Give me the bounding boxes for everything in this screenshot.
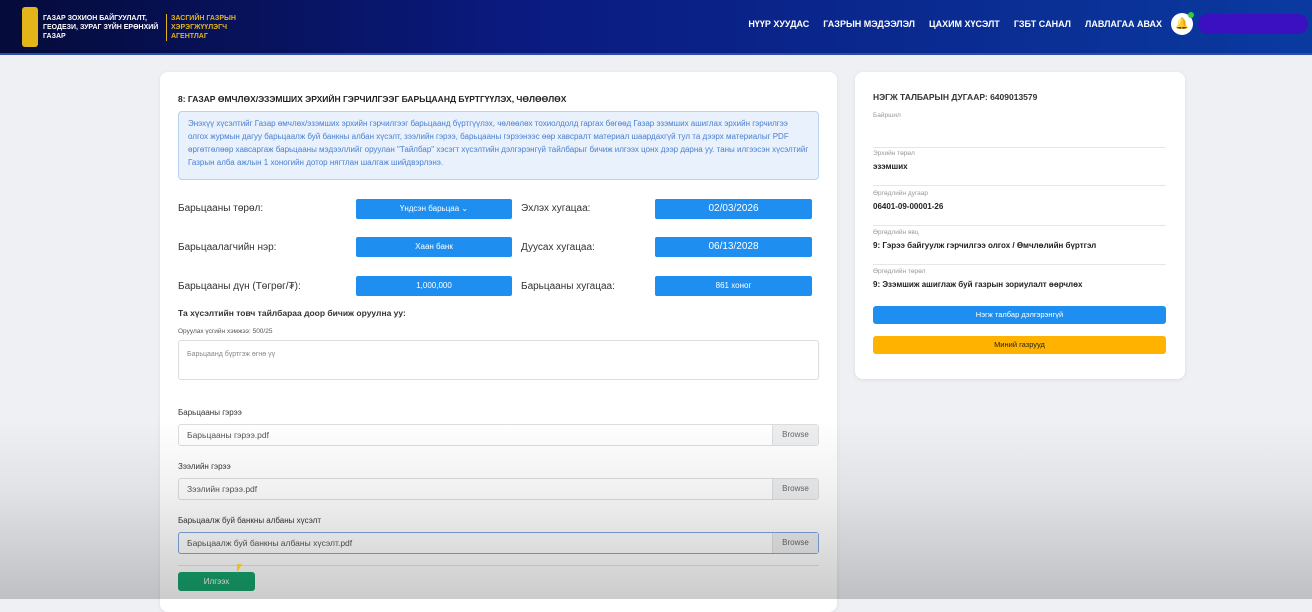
bell-icon[interactable]: 🔔 [1171, 12, 1194, 35]
file-label-loan-contract: Зээлийн гэрээ [178, 462, 231, 471]
field-right-type: Эрхийн төрөл эзэмших [873, 148, 1166, 186]
agency-name: ЗАСГИЙН ГАЗРЫН ХЭРЭГЖҮҮЛЭГЧ АГЕНТЛАГ [166, 13, 261, 41]
duration-value: 861 хоног [655, 276, 812, 296]
field-key: Байршил [873, 112, 901, 119]
org-name: ГАЗАР ЗОХИОН БАЙГУУЛАЛТ, ГЕОДЕЗИ, ЗУРАГ … [43, 14, 159, 40]
pledge-type-label: Барьцааны төрөл: [178, 203, 264, 214]
file-name: Барьцаалж буй банкны албаны хүсэлт.pdf [187, 538, 353, 548]
char-count: Оруулах үсгийн хэмжээ: 500/25 [178, 328, 273, 335]
pledgee-label: Барьцаалагчийн нэр: [178, 242, 277, 253]
nav-home[interactable]: НҮҮР ХУУДАС [748, 19, 810, 29]
user-menu[interactable] [1198, 14, 1308, 34]
nav-land-info[interactable]: ГАЗРЫН МЭДЭЭЛЭЛ [823, 19, 915, 29]
field-application-progress: Өргөдлийн явц 9: Гэрээ байгуулж гэрчилгээ… [873, 227, 1166, 265]
field-value: 9: Гэрээ байгуулж гэрчилгээ олгох / Өмчл… [873, 241, 1097, 250]
parcel-detail-button[interactable]: Нэгж талбар дэлгэрэнгүй [873, 306, 1166, 324]
parcel-number-title: НЭГЖ ТАЛБАРЫН ДУГААР: 6409013579 [873, 92, 1038, 102]
field-key: Эрхийн төрөл [873, 150, 915, 157]
notification-dot [1188, 12, 1194, 18]
file-input-bank-request[interactable]: Барьцаалж буй банкны албаны хүсэлт.pdf Br… [178, 532, 819, 554]
start-date-label: Эхлэх хугацаа: [521, 203, 591, 214]
amount-input[interactable]: 1,000,000 [356, 276, 512, 296]
pledgee-input[interactable]: Хаан банк [356, 237, 512, 257]
nav-reference[interactable]: ЛАВЛАГАА АВАХ [1085, 19, 1162, 29]
chevron-down-icon: ⌄ [461, 204, 469, 213]
field-key: Өргөдлийн дугаар [873, 190, 929, 197]
logo[interactable]: ГАЗАР ЗОХИОН БАЙГУУЛАЛТ, ГЕОДЕЗИ, ЗУРАГ … [22, 7, 261, 47]
description-heading: Та хүсэлтийн товч тайлбараа доор бичиж о… [178, 308, 406, 318]
main-nav: НҮҮР ХУУДАС ГАЗРЫН МЭДЭЭЛЭЛ ЦАХИМ ХҮСЭЛТ… [748, 19, 1162, 29]
duration-label: Барьцааны хугацаа: [521, 281, 615, 292]
pledge-type-select[interactable]: Үндсэн барьцаа ⌄ [356, 199, 512, 219]
browse-button[interactable]: Browse [772, 425, 818, 445]
file-name: Зээлийн гэрээ.pdf [187, 484, 258, 494]
file-input-pledge-contract[interactable]: Барьцааны гэрээ.pdf Browse [178, 424, 819, 446]
amount-label: Барьцааны дүн (Төгрөг/₮): [178, 281, 301, 292]
parcel-info-card: НЭГЖ ТАЛБАРЫН ДУГААР: 6409013579 Байршил… [855, 72, 1185, 379]
soyombo-emblem-icon [22, 7, 38, 47]
browse-button[interactable]: Browse [772, 479, 818, 499]
start-date-input[interactable]: 02/03/2026 [655, 199, 812, 219]
submit-button[interactable]: Илгээх [178, 572, 255, 591]
file-label-bank-request: Барьцаалж буй банкны албаны хүсэлт [178, 516, 321, 525]
description-textarea[interactable]: Барьцаанд бүртгэж өгнө үү [178, 340, 819, 380]
field-value: 9: Эзэмшиж ашиглаж буй газрын зориулалт … [873, 280, 1083, 289]
info-box: Энэхүү хүсэлтийг Газар өмчлөх/эзэмших эр… [178, 111, 819, 180]
mouse-cursor-icon [237, 564, 242, 573]
top-header: ГАЗАР ЗОХИОН БАЙГУУЛАЛТ, ГЕОДЕЗИ, ЗУРАГ … [0, 0, 1312, 55]
field-key: Өргөдлийн төрөл [873, 268, 926, 275]
field-key: Өргөдлийн явц [873, 229, 919, 236]
end-date-input[interactable]: 06/13/2028 [655, 237, 812, 257]
field-application-number: Өргөдлийн дугаар 06401-09-00001-26 [873, 188, 1166, 226]
field-value: 06401-09-00001-26 [873, 202, 944, 211]
file-label-pledge-contract: Барьцааны гэрээ [178, 408, 242, 417]
file-name: Барьцааны гэрээ.pdf [187, 430, 269, 440]
field-location: Байршил [873, 110, 1166, 148]
divider [178, 565, 819, 566]
field-value: эзэмших [873, 162, 908, 171]
browse-button[interactable]: Browse [772, 533, 818, 553]
nav-proposal[interactable]: ГЗБТ САНАЛ [1013, 19, 1071, 29]
request-form-card: 8: ГАЗАР ӨМЧЛӨХ/ЭЗЭМШИХ ЭРХИЙН ГЭРЧИЛГЭЭ… [160, 72, 837, 612]
file-input-loan-contract[interactable]: Зээлийн гэрээ.pdf Browse [178, 478, 819, 500]
end-date-label: Дуусах хугацаа: [521, 242, 595, 253]
pledge-type-value: Үндсэн барьцаа [399, 204, 460, 213]
field-application-type: Өргөдлийн төрөл 9: Эзэмшиж ашиглаж буй га… [873, 266, 1166, 304]
form-title: 8: ГАЗАР ӨМЧЛӨХ/ЭЗЭМШИХ ЭРХИЙН ГЭРЧИЛГЭЭ… [178, 94, 567, 104]
nav-e-request[interactable]: ЦАХИМ ХҮСЭЛТ [929, 19, 1000, 29]
my-lands-button[interactable]: Миний газрууд [873, 336, 1166, 354]
